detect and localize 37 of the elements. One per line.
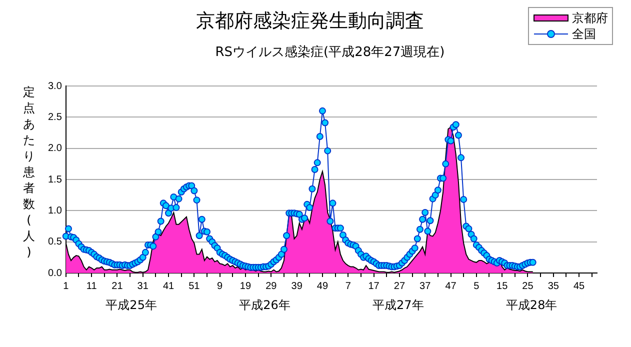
text: 平成25年 (106, 298, 157, 312)
x-tick-label: 15 (496, 280, 508, 292)
y-tick-label: 0.5 (48, 236, 62, 248)
x-tick-label: 45 (573, 280, 586, 292)
x-tick-label: 51 (188, 280, 200, 292)
x-tick-label: 41 (162, 280, 175, 292)
legend-label: 京都府 (572, 10, 608, 26)
x-tick-label: 29 (266, 280, 278, 292)
y-tick-label: 2.5 (48, 112, 62, 123)
y-tick-label: 2.0 (48, 143, 62, 154)
chart-title: 京都府感染症発生動向調査 (196, 10, 424, 32)
x-tick-label: 17 (368, 280, 380, 292)
text: 平成27年 (372, 298, 424, 312)
text: 定点あたり患者数(人) (23, 85, 35, 259)
y-tick-label: 1.0 (48, 205, 62, 216)
x-tick-label: 39 (291, 280, 303, 292)
x-tick-label: 37 (420, 280, 432, 292)
x-tick-label: 21 (112, 280, 124, 292)
x-tick-label: 49 (316, 280, 328, 292)
x-tick-label: 27 (394, 280, 406, 292)
x-tick-label: 47 (445, 280, 457, 292)
text: 平成28年 (506, 298, 558, 312)
y-tick-label: 0.0 (48, 268, 62, 279)
x-tick-label: 1 (63, 280, 70, 292)
text: 平成26年 (239, 298, 290, 312)
x-tick-label: 25 (522, 280, 534, 292)
x-tick-label: 5 (474, 280, 480, 292)
y-tick-label: 1.5 (48, 174, 62, 186)
x-tick-label: 35 (548, 280, 560, 292)
legend-label: 全国 (572, 26, 596, 42)
chart-subtitle: RSウイルス感染症(平成28年27週現在) (214, 44, 446, 61)
x-tick-label: 19 (240, 280, 252, 292)
x-tick-label: 11 (86, 280, 98, 292)
y-tick-label: 3.0 (48, 80, 62, 92)
x-tick-label: 9 (217, 280, 224, 292)
x-tick-label: 7 (345, 280, 352, 292)
x-tick-label: 31 (137, 280, 149, 292)
